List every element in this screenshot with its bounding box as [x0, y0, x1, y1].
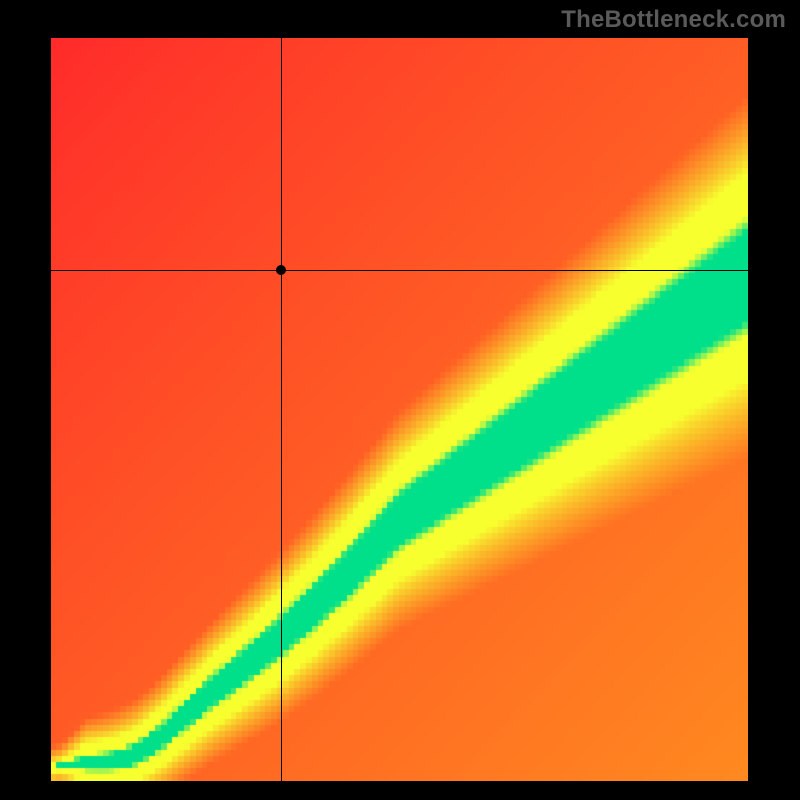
watermark-text: TheBottleneck.com [561, 6, 786, 34]
crosshair-horizontal [51, 270, 748, 271]
chart-container: TheBottleneck.com [0, 0, 800, 800]
plot-area [51, 38, 748, 781]
crosshair-marker [276, 265, 286, 275]
crosshair-vertical [281, 38, 282, 781]
heatmap-canvas [51, 38, 748, 781]
